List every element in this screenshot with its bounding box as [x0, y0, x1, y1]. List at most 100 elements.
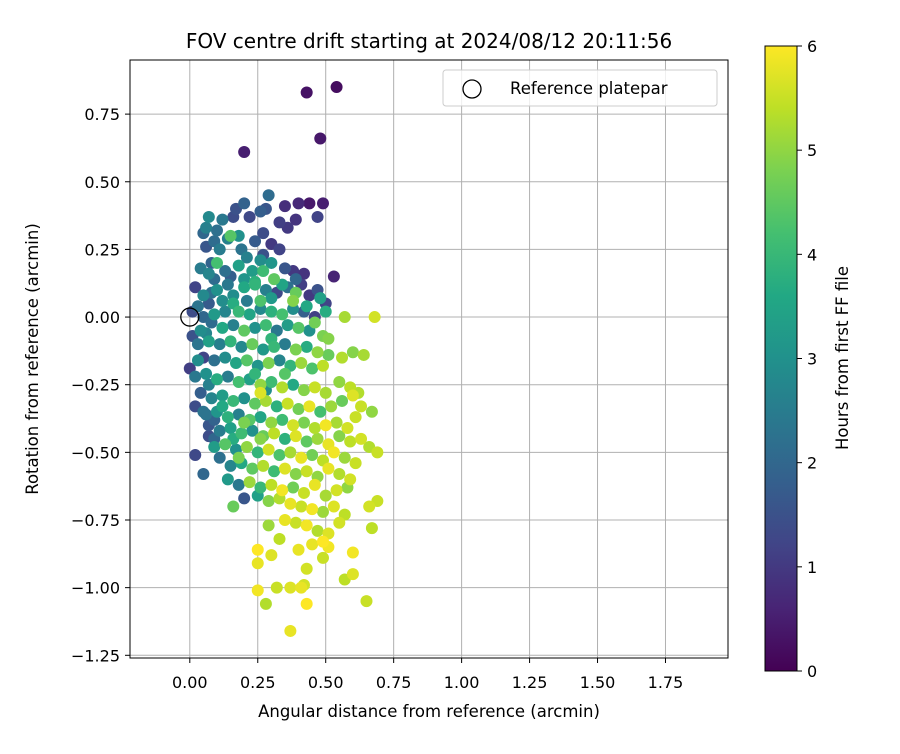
legend-open-circle-icon: [462, 79, 482, 99]
data-point: [238, 146, 251, 158]
data-point: [265, 416, 278, 429]
data-point: [216, 213, 229, 226]
data-point: [202, 267, 215, 280]
data-point: [243, 476, 256, 489]
data-point: [262, 519, 275, 532]
data-point: [300, 519, 313, 532]
data-point: [238, 197, 251, 210]
data-point: [216, 389, 229, 402]
data-point: [246, 265, 259, 278]
data-point: [227, 500, 240, 513]
data-point: [238, 416, 251, 429]
data-point: [278, 200, 291, 213]
data-point: [297, 486, 310, 499]
data-point: [346, 546, 359, 559]
data-point: [249, 278, 262, 291]
data-point: [327, 270, 340, 283]
grid-lines: [130, 60, 728, 658]
y-tick-label: 0.75: [84, 105, 120, 124]
x-tick-label: 1.25: [512, 673, 548, 692]
data-point: [297, 416, 310, 429]
data-point: [257, 265, 270, 278]
data-point: [246, 424, 259, 437]
data-point: [289, 516, 302, 529]
x-tick-label: 0.00: [172, 673, 208, 692]
data-point: [208, 440, 221, 453]
data-point: [360, 595, 373, 608]
data-point: [300, 562, 313, 575]
data-point: [316, 505, 329, 518]
data-point: [213, 451, 226, 464]
data-point: [289, 273, 302, 286]
data-point: [219, 265, 232, 278]
data-point: [265, 478, 278, 491]
plot-frame: [129, 59, 729, 659]
data-point: [287, 481, 300, 494]
data-point: [240, 294, 253, 307]
data-point: [327, 446, 340, 459]
data-point: [289, 430, 302, 443]
data-point: [300, 86, 313, 99]
data-point: [325, 400, 338, 413]
data-point: [257, 459, 270, 472]
data-point: [330, 81, 343, 94]
data-point: [230, 357, 243, 370]
data-point: [232, 478, 245, 491]
data-point: [249, 235, 262, 248]
data-point: [268, 427, 281, 440]
data-point: [262, 189, 275, 202]
data-point: [281, 319, 294, 332]
data-points: [183, 81, 384, 637]
data-point: [224, 422, 237, 434]
data-point: [197, 405, 210, 418]
data-point: [238, 392, 251, 405]
data-point: [289, 468, 302, 480]
data-point: [262, 357, 275, 370]
data-point: [278, 262, 291, 275]
data-point: [262, 443, 275, 456]
data-point: [224, 335, 237, 348]
data-point: [278, 367, 291, 380]
data-point: [238, 492, 251, 505]
data-point: [257, 343, 270, 356]
data-point: [300, 597, 313, 610]
data-point: [194, 324, 207, 337]
data-point: [221, 411, 234, 424]
data-point: [308, 316, 321, 329]
data-point: [314, 132, 327, 145]
data-point: [300, 300, 313, 313]
data-point: [319, 305, 332, 318]
chart-title: FOV centre drift starting at 2024/08/12 …: [186, 29, 672, 53]
data-point: [238, 324, 251, 337]
data-point: [194, 386, 207, 399]
data-point: [224, 229, 237, 242]
data-point: [308, 381, 321, 394]
data-point: [319, 419, 332, 432]
data-point: [197, 468, 210, 480]
data-point: [368, 311, 381, 324]
data-point: [189, 281, 202, 294]
data-point: [295, 451, 308, 464]
data-point: [191, 354, 204, 367]
legend-box: [442, 69, 718, 107]
x-tick-label: 0.25: [240, 673, 276, 692]
data-point: [208, 354, 221, 367]
data-point: [316, 535, 329, 548]
data-point: [276, 413, 289, 426]
data-point: [273, 532, 286, 545]
data-point: [254, 386, 267, 399]
x-tick-label: 1.00: [444, 673, 480, 692]
data-point: [344, 473, 357, 486]
data-point: [221, 370, 234, 383]
data-point: [278, 338, 291, 351]
y-tick-label: 0.00: [84, 308, 120, 327]
data-point: [265, 256, 278, 269]
data-point: [221, 278, 234, 291]
data-point: [336, 351, 349, 364]
data-point: [308, 422, 321, 434]
colorbar-gradient: [764, 45, 798, 672]
data-point: [200, 367, 213, 380]
data-point: [268, 273, 281, 286]
data-point: [333, 430, 346, 443]
